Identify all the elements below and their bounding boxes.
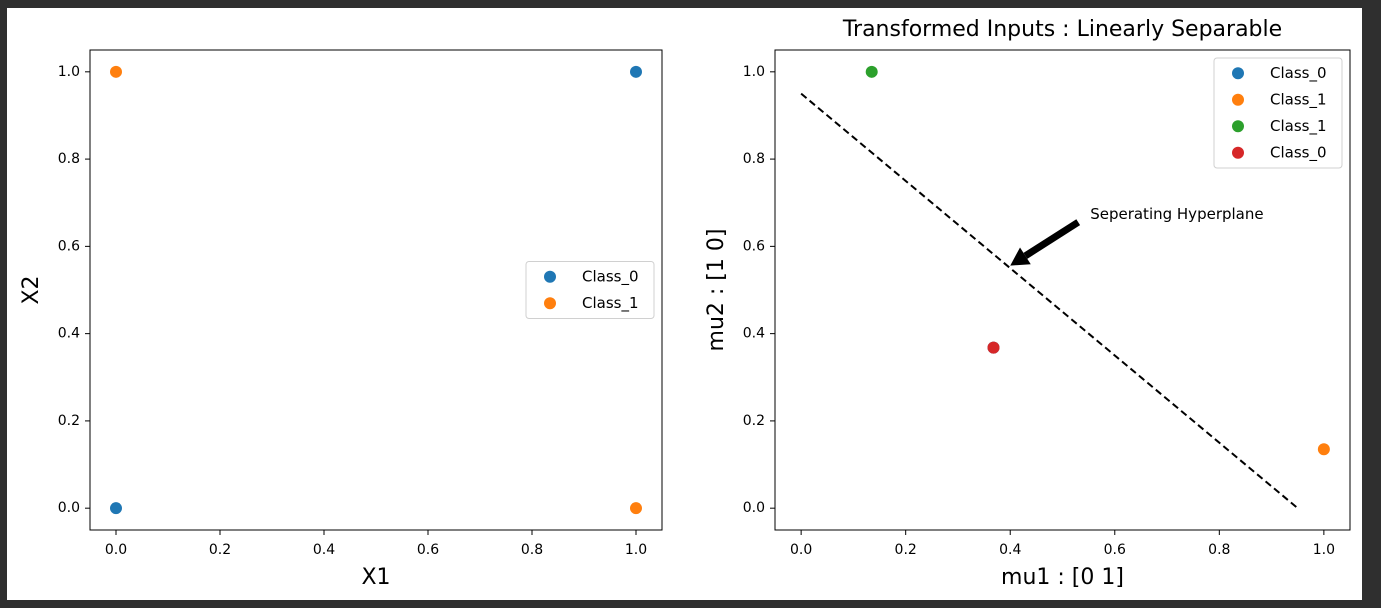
y-tick-label: 1.0 (58, 64, 80, 80)
x-axis-label: X1 (361, 565, 390, 590)
legend-marker (1232, 120, 1244, 133)
chart-title: Transformed Inputs : Linearly Separable (842, 17, 1282, 42)
point (110, 65, 122, 78)
point (630, 65, 642, 78)
point (1317, 443, 1330, 456)
x-tick-label: 0.4 (999, 542, 1021, 558)
x-tick-label: 0.4 (313, 542, 335, 558)
legend-label: Class_1 (1270, 117, 1327, 136)
legend-label: Class_0 (1270, 64, 1327, 83)
y-tick-label: 0.2 (58, 413, 80, 429)
legend-label: Class_0 (582, 267, 639, 286)
x-tick-label: 0.0 (790, 542, 812, 558)
annotation: Seperating Hyperplane (1090, 205, 1263, 223)
x-tick-label: 0.2 (209, 542, 231, 558)
y-tick-label: 0.4 (58, 326, 80, 342)
x-tick-label: 0.6 (417, 542, 439, 558)
y-tick-label: 0.6 (743, 238, 765, 254)
legend-marker (1232, 67, 1244, 80)
x-tick-label: 1.0 (625, 542, 647, 558)
x-tick-label: 1.0 (1313, 542, 1335, 558)
arrow-shaft (1023, 219, 1081, 259)
y-tick-label: 0.0 (743, 500, 765, 516)
legend-label: Class_0 (1270, 143, 1327, 162)
axes-frame (774, 49, 1351, 531)
y-tick-label: 0.8 (743, 151, 765, 167)
x-tick-label: 0.8 (521, 542, 543, 558)
figure-background (7, 8, 1362, 600)
point (865, 65, 878, 78)
legend-marker (544, 270, 556, 283)
y-tick-label: 0.4 (743, 326, 765, 342)
y-axis-label: X2 (19, 275, 44, 304)
hyperplane-line (800, 92, 1299, 509)
legend-marker (1232, 146, 1244, 159)
x-tick-label: 0.8 (1208, 542, 1230, 558)
legend-marker (1232, 93, 1244, 106)
x-tick-label: 0.2 (895, 542, 917, 558)
legend-label: Class_1 (582, 294, 639, 313)
x-axis-label: mu1 : [0 1] (1001, 565, 1124, 590)
y-tick-label: 0.0 (58, 500, 80, 516)
y-tick-label: 0.6 (58, 238, 80, 254)
arrow-head (1010, 247, 1031, 266)
legend-marker (544, 297, 556, 310)
point (987, 341, 1000, 354)
legend-label: Class_1 (1270, 90, 1327, 109)
y-tick-label: 0.2 (743, 413, 765, 429)
point (110, 502, 122, 515)
y-tick-label: 0.8 (58, 151, 80, 167)
y-axis-label: mu2 : [1 0] (704, 229, 729, 352)
legend-box (525, 261, 655, 319)
x-tick-label: 0.0 (105, 542, 127, 558)
x-tick-label: 0.6 (1104, 542, 1126, 558)
y-tick-label: 1.0 (743, 64, 765, 80)
axes-frame (89, 49, 663, 531)
legend-box (1213, 57, 1343, 169)
point (630, 502, 642, 515)
